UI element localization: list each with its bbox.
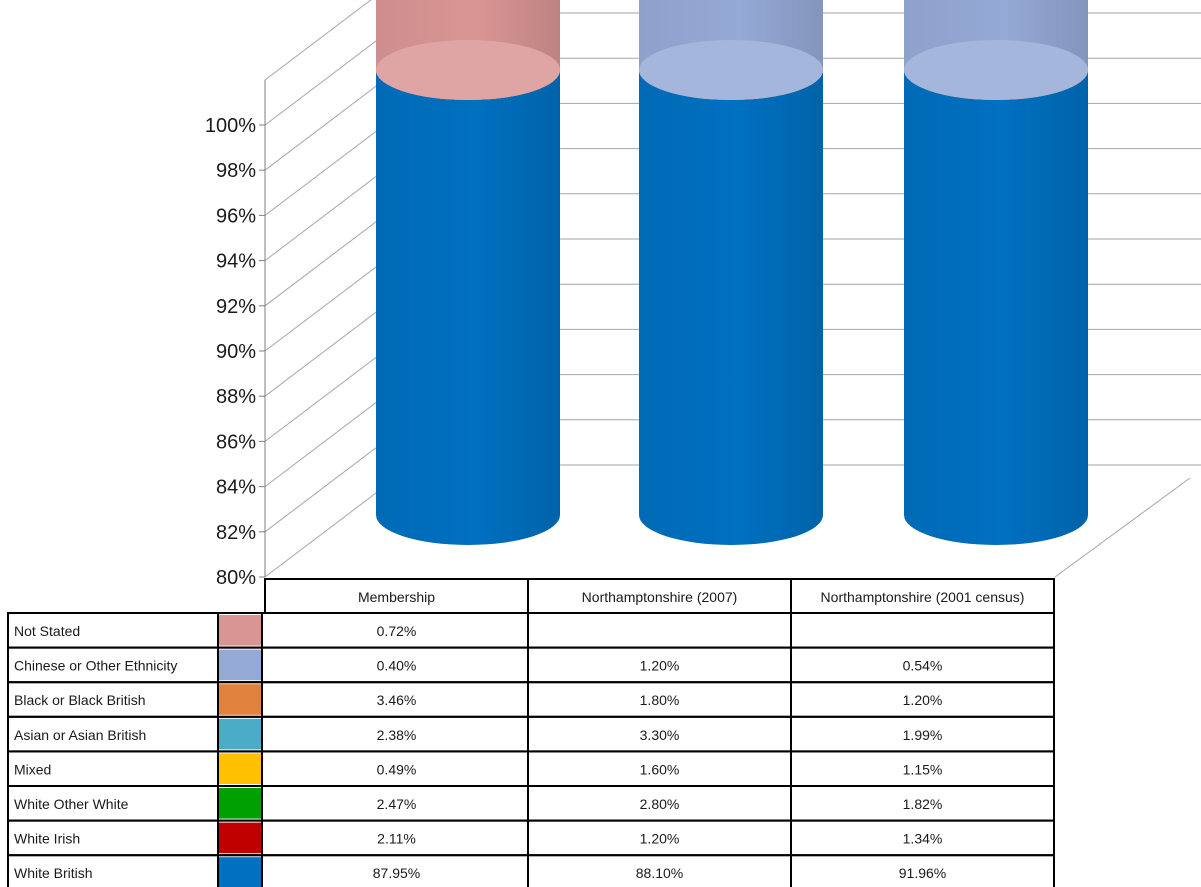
cylinder-top-cap [376,40,560,100]
table-cell: 88.10% [636,865,683,881]
table-row [7,612,1055,649]
legend-swatch [218,822,262,854]
table-cell: 1.34% [903,831,943,847]
table-cell: 1.60% [640,761,680,777]
y-tick-label: 80% [216,567,256,589]
y-tick-label: 96% [216,205,256,227]
legend-label: White Other White [14,796,129,812]
y-tick-label: 88% [216,386,256,408]
legend-swatch [218,684,262,715]
legend-swatch [218,753,262,784]
side-wall-top [264,0,372,81]
table-cell: 91.96% [899,865,946,881]
legend-swatch [218,718,262,750]
legend-label: White Irish [14,831,80,847]
y-tick-label: 94% [216,251,256,273]
table-cell: 1.20% [640,658,680,674]
table-cell: 2.47% [377,796,417,812]
cylinder-segment-white-british [376,70,560,545]
table-row [7,819,1055,857]
table-header-cell: Northamptonshire (2007) [582,589,738,605]
cylinder-3 [904,0,1088,545]
legend-swatch [218,649,262,681]
cylinder-2 [639,0,823,545]
y-tick-label: 90% [216,341,256,363]
legend-label: Mixed [14,761,51,777]
table-cell: 0.49% [377,761,417,777]
table-header-cell: Membership [358,589,435,605]
table-cell: 1.82% [903,796,943,812]
table-cell: 0.40% [377,658,417,674]
table-cell: 0.54% [903,658,943,674]
table-header-cell: Northamptonshire (2001 census) [821,589,1025,605]
legend-swatch [218,788,262,819]
cylinder-top-cap [904,40,1088,100]
y-tick-label: 82% [216,522,256,544]
table-cell: 1.99% [903,727,943,743]
table-row [7,681,1055,718]
table-cell: 2.80% [640,796,680,812]
table-cell: 3.30% [640,727,680,743]
y-tick-label: 84% [216,477,256,499]
floor-edge [1054,477,1191,578]
cylinder-1 [376,0,560,545]
table-cell: 1.20% [903,692,943,708]
legend-label: Black or Black British [14,692,145,708]
table-cell: 2.38% [377,727,417,743]
table-cell: 3.46% [377,692,417,708]
legend-swatch [218,615,262,646]
y-tick-label: 98% [216,160,256,182]
table-row [7,785,1055,822]
y-tick-label: 92% [216,296,256,318]
y-tick-label: 100% [205,115,256,137]
table-cell: 1.20% [640,831,680,847]
table-cell: 0.72% [377,623,417,639]
table-cell: 2.11% [377,831,416,847]
legend-label: Chinese or Other Ethnicity [14,658,177,674]
legend-swatch [218,857,262,887]
table-row [7,854,1055,887]
table-cell: 1.80% [640,692,680,708]
cylinder-segment-white-british [639,70,823,545]
y-tick-label: 86% [216,431,256,453]
cylinder-top-cap [639,40,823,100]
cylinder-segment-white-british [904,70,1088,545]
legend-label: Asian or Asian British [14,727,146,743]
table-row [7,715,1055,753]
legend-label: Not Stated [14,623,80,639]
table-cell: 1.15% [903,761,943,777]
table-cell: 87.95% [373,865,420,881]
legend-label: White British [14,865,93,881]
table-row [7,750,1055,788]
